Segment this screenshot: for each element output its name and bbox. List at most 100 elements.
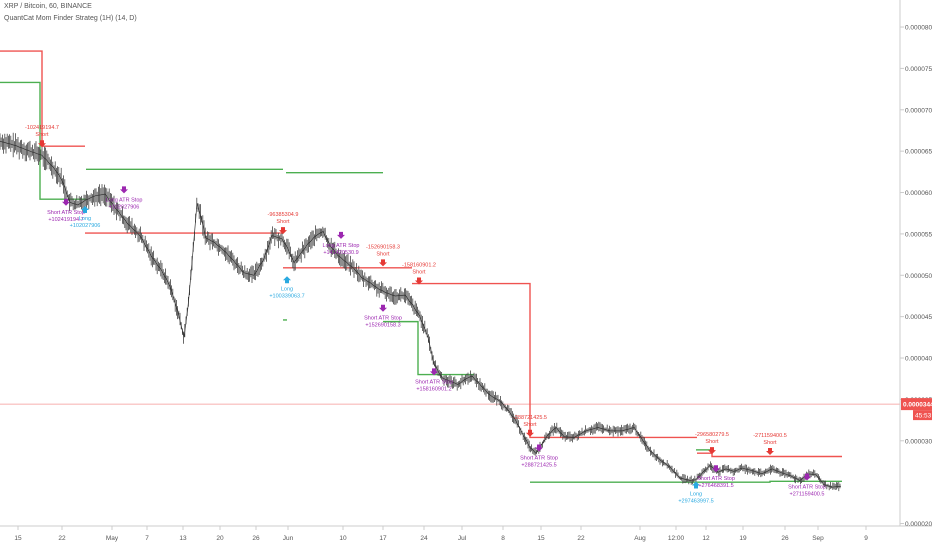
trade-amount-label: +158160901.2 — [416, 386, 451, 392]
short-level-line — [697, 452, 842, 458]
x-tick-label: 20 — [216, 535, 224, 542]
trade-amount-label: +297463997.5 — [678, 498, 713, 504]
trade-amount-label: -158160901.2 — [402, 263, 436, 269]
y-tick-label: 0.00008000 — [905, 25, 932, 32]
stop-arrow-marker — [712, 465, 720, 473]
trade-type-label: Long — [79, 216, 91, 222]
level-lines — [0, 50, 900, 483]
stop-arrow-marker — [803, 473, 811, 481]
short-arrow-marker — [379, 259, 387, 267]
y-tick-label: 0.00006500 — [905, 149, 932, 156]
y-tick-label: 0.00005500 — [905, 231, 932, 238]
trade-type-label: Short — [276, 219, 290, 225]
x-tick-label: Jun — [283, 535, 294, 542]
trade-amount-label: -288721425.5 — [513, 415, 547, 421]
short-arrow-marker — [526, 429, 534, 437]
trade-type-label: Short — [523, 422, 537, 428]
y-tick-label: 0.00004500 — [905, 314, 932, 321]
y-tick-label: 0.00002000 — [905, 521, 932, 528]
trade-type-label: Long ATR Stop — [323, 243, 360, 249]
x-tick-label: 9 — [864, 535, 868, 542]
trade-amount-label: -96385304.9 — [268, 212, 299, 218]
countdown-box — [913, 410, 932, 421]
trade-amount-label: -102419194.7 — [25, 125, 59, 131]
indicator-label: QuantCat Mom Finder Strateg (1H) (14, D) — [4, 15, 137, 22]
y-tick-label: 0.00004000 — [905, 356, 932, 363]
trade-amount-label: -296580279.5 — [695, 432, 729, 438]
trade-type-label: Short ATR Stop — [415, 379, 453, 385]
price-series — [0, 132, 842, 492]
stop-arrow-marker — [535, 444, 543, 452]
x-tick-label: 15 — [14, 535, 22, 542]
trade-amount-label: +152690158.3 — [365, 323, 400, 329]
axes: 0.00008000 0.00007500 0.00007000 0.00006500… — [0, 0, 932, 542]
short-level-line — [0, 50, 85, 147]
trade-type-label: Short ATR Stop — [47, 210, 85, 216]
trade-type-label: Short ATR Stop — [697, 476, 735, 482]
trade-type-label: Short — [35, 132, 49, 138]
short-arrow-marker — [708, 447, 716, 455]
trade-type-label: Short — [376, 251, 390, 257]
trade-type-label: Short — [705, 439, 719, 445]
x-tick-label: 22 — [58, 535, 66, 542]
short-arrow-marker — [38, 140, 46, 148]
trade-amount-label: +100339063.7 — [269, 293, 304, 299]
trade-amount-label: -152690158.3 — [366, 244, 400, 250]
x-tick-label: 13 — [179, 535, 187, 542]
long-arrow-marker — [283, 276, 291, 284]
x-tick-label: 12 — [702, 535, 710, 542]
trade-type-label: Short — [412, 270, 426, 276]
price-tag-box — [901, 398, 932, 411]
trade-amount-label: +276468391.5 — [698, 483, 733, 489]
x-tick-label: Sep — [812, 535, 824, 542]
y-tick-label: 0.00003000 — [905, 438, 932, 445]
trade-amount-label: +141420530.9 — [323, 250, 358, 256]
y-tick-label: 0.00005000 — [905, 273, 932, 280]
chart-title: XRP / Bitcoin, 60, BINANCE — [4, 3, 92, 10]
long-arrow-marker — [692, 481, 700, 489]
trade-amount-label: +102027906 — [109, 204, 140, 210]
x-tick-label: May — [106, 535, 119, 542]
trade-type-label: Long ATR Stop — [106, 197, 143, 203]
price-line — [0, 140, 842, 488]
stop-arrow-marker — [337, 231, 345, 239]
short-arrow-marker — [279, 227, 287, 235]
trade-amount-label: +288721425.5 — [521, 463, 556, 469]
x-tick-label: 10 — [339, 535, 347, 542]
x-tick-label: 26 — [781, 535, 789, 542]
x-tick-label: 8 — [501, 535, 505, 542]
x-tick-label: 26 — [252, 535, 260, 542]
stop-arrow-marker — [430, 368, 438, 376]
stop-arrow-marker — [62, 198, 70, 206]
x-tick-label: 12:00 — [668, 535, 685, 542]
trade-type-label: Short ATR Stop — [788, 485, 826, 491]
trade-type-label: Short — [763, 440, 777, 446]
x-tick-label: 22 — [577, 535, 585, 542]
y-tick-label: 0.00006000 — [905, 190, 932, 197]
x-tick-label: Aug — [634, 535, 646, 542]
long-level-line — [530, 480, 842, 483]
trade-type-label: Long — [281, 286, 293, 292]
x-tick-label: Jul — [458, 535, 467, 542]
short-level-line — [412, 282, 697, 439]
trade-type-label: Short ATR Stop — [364, 316, 402, 322]
short-arrow-marker — [415, 277, 423, 285]
trade-amount-label: -271159400.5 — [753, 433, 787, 439]
x-tick-label: 19 — [739, 535, 747, 542]
short-arrow-marker — [766, 448, 774, 456]
long-arrow-marker — [81, 205, 89, 213]
x-tick-label: 17 — [379, 535, 387, 542]
countdown-value: 45:53 — [915, 413, 932, 420]
x-tick-label: 24 — [420, 535, 428, 542]
price-tag-value: 0.00003443 — [903, 402, 932, 409]
x-tick-label: 7 — [145, 535, 149, 542]
trade-amount-label: +271159400.5 — [790, 492, 825, 498]
stop-arrow-marker — [120, 186, 128, 194]
y-tick-label: 0.00007500 — [905, 66, 932, 73]
trade-amount-label: +102027906 — [70, 223, 101, 229]
trade-type-label: Short ATR Stop — [520, 456, 558, 462]
long-level-line — [383, 320, 474, 376]
